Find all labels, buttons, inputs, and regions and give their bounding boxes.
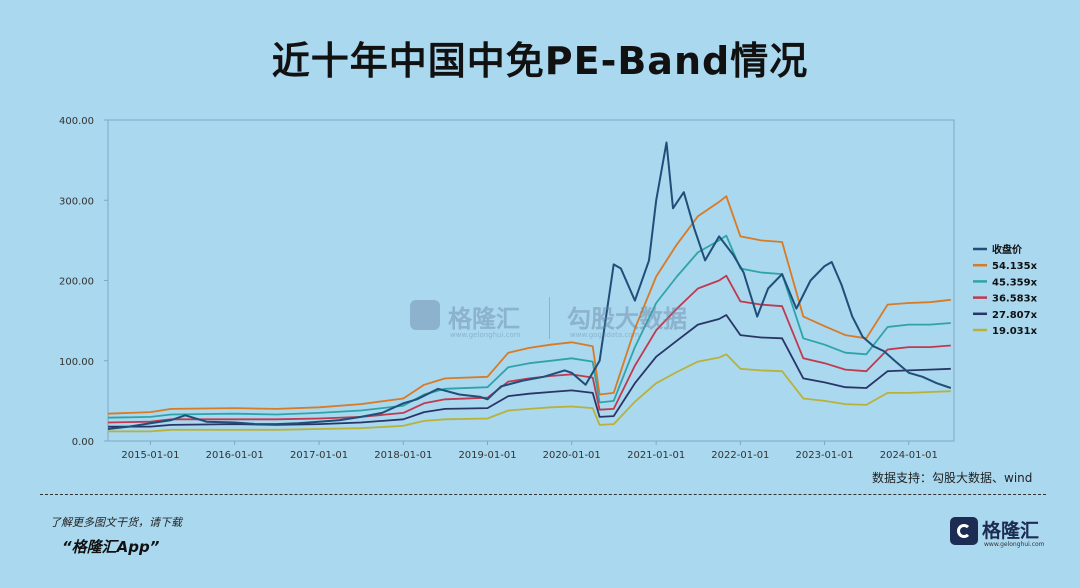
dashed-divider	[40, 494, 1046, 495]
legend-label: 45.359x	[992, 277, 1038, 288]
watermark-brand: 格隆汇	[448, 305, 520, 333]
legend: 收盘价 54.135x 45.359x 36.583x 27.807x 19.031x	[973, 243, 1038, 337]
plot-area	[107, 119, 955, 442]
watermark-brand-2: 勾股大数据	[567, 305, 687, 333]
footer-app-name: “格隆汇App”	[62, 538, 160, 556]
x-tick-label: 2023-01-01	[796, 450, 854, 461]
watermark-url-2: www.gogudata.com	[570, 331, 640, 339]
x-axis: 2015-01-01 2016-01-01 2017-01-01 2018-01-01…	[121, 441, 938, 461]
legend-label: 54.135x	[992, 261, 1038, 272]
y-tick-label: 400.00	[59, 116, 94, 127]
y-tick-label: 0.00	[72, 437, 94, 448]
series-line-45.359x	[107, 234, 951, 419]
watermark-logo-icon	[410, 300, 440, 330]
page-title: 近十年中国中免PE-Band情况	[271, 39, 809, 83]
x-tick-label: 2020-01-01	[543, 450, 601, 461]
x-tick-label: 2021-01-01	[627, 450, 685, 461]
x-tick-label: 2022-01-01	[711, 450, 769, 461]
legend-label: 27.807x	[992, 310, 1038, 321]
watermark: 格隆汇 www.gelonghui.com 勾股大数据 www.gogudata…	[410, 293, 710, 353]
series-line-36.583x	[107, 274, 951, 424]
series-line-close-price	[107, 141, 952, 430]
x-tick-label: 2024-01-01	[880, 450, 938, 461]
brand-url: www.gelonghui.com	[984, 541, 1045, 548]
legend-label: 19.031x	[992, 326, 1038, 337]
x-tick-label: 2016-01-01	[206, 450, 264, 461]
data-source-note: 数据支持：勾股大数据、wind	[872, 471, 1033, 485]
y-axis: 0.00 100.00 200.00 300.00 400.00	[59, 116, 108, 448]
legend-label: 收盘价	[992, 243, 1023, 256]
watermark-divider	[549, 297, 550, 339]
footer-promo-text: 了解更多图文干货，请下载	[50, 516, 182, 529]
x-tick-label: 2018-01-01	[374, 450, 432, 461]
series-line-19.031x	[108, 353, 951, 433]
watermark-url: www.gelonghui.com	[450, 331, 521, 339]
x-tick-label: 2019-01-01	[458, 450, 516, 461]
series-line-54.135x	[107, 195, 951, 415]
series-line-27.807x	[108, 314, 951, 428]
x-tick-label: 2015-01-01	[121, 450, 179, 461]
y-tick-label: 100.00	[59, 357, 94, 368]
x-tick-label: 2017-01-01	[290, 450, 348, 461]
series-lines	[107, 141, 952, 433]
brand-logo[interactable]: 格隆汇 www.gelonghui.com	[950, 515, 1050, 551]
gelonghui-logo-icon	[950, 517, 978, 545]
brand-name: 格隆汇	[982, 520, 1040, 542]
y-tick-label: 300.00	[59, 196, 94, 207]
legend-label: 36.583x	[992, 294, 1038, 305]
y-tick-label: 200.00	[59, 277, 94, 288]
